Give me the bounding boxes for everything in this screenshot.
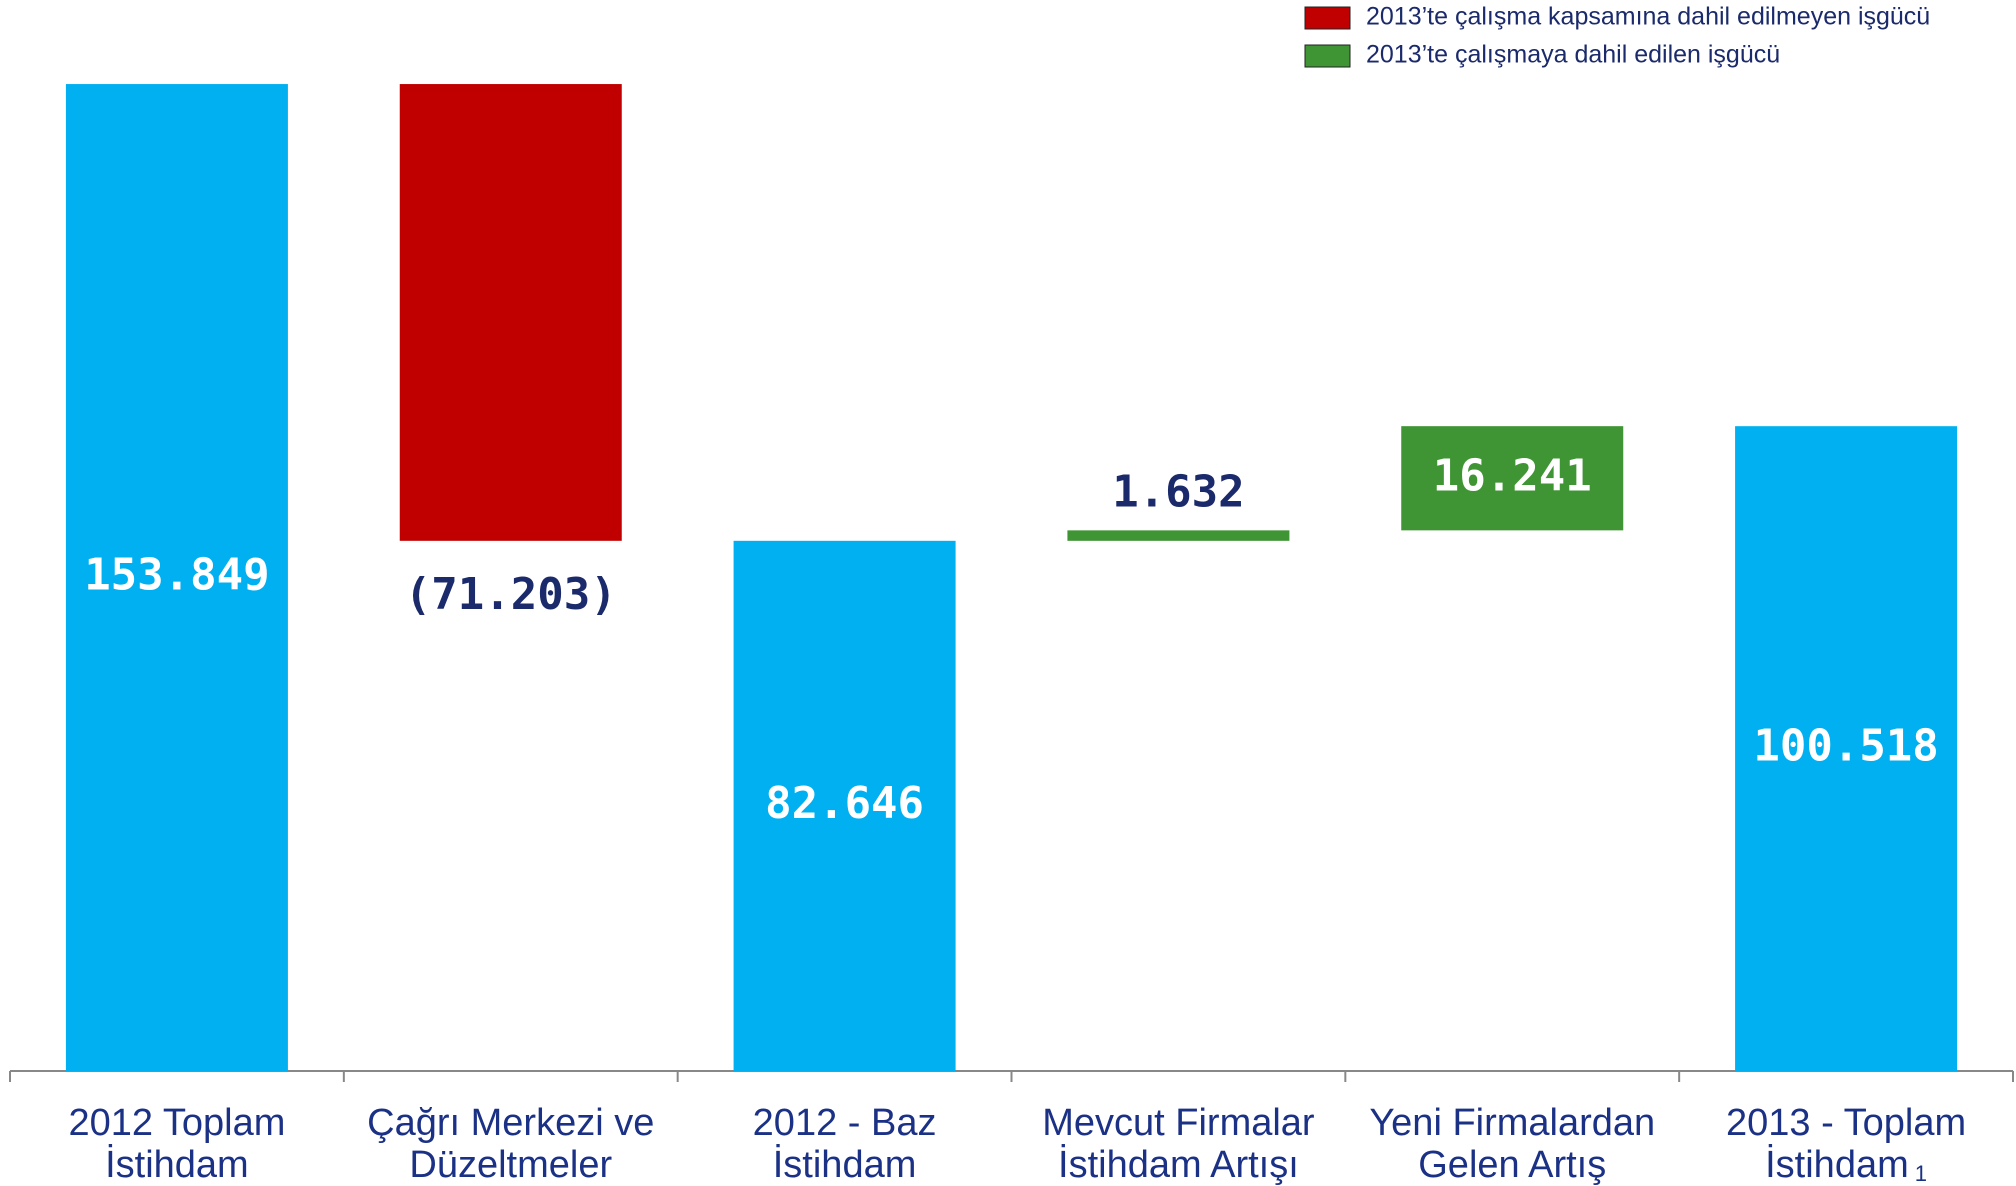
bar (1067, 530, 1290, 541)
x-tick-label: 2012 - Baz İstihdam (678, 1102, 1012, 1186)
value-label: 1.632 (1112, 466, 1244, 517)
x-tick-label: Mevcut Firmalar İstihdam Artışı (1012, 1102, 1346, 1186)
bar (733, 540, 956, 1071)
category-text: 2012 - Baz İstihdam (752, 1102, 937, 1186)
footnote-marker: 1 (1914, 1161, 1927, 1186)
category-text: 2013 - Toplam İstihdam (1726, 1102, 1967, 1186)
value-label: 82.646 (765, 778, 924, 829)
category-text: Çağrı Merkezi ve Düzeltmeler (367, 1102, 655, 1186)
value-label: (71.203) (405, 569, 617, 620)
bar (1735, 426, 1958, 1072)
bar (1401, 426, 1624, 531)
legend-swatch (1304, 6, 1351, 30)
value-label: 153.849 (84, 550, 269, 601)
x-tick-label: 2012 Toplam İstihdam (10, 1102, 344, 1186)
x-tick-label: Yeni Firmalardan Gelen Artış (1345, 1102, 1679, 1186)
bar (399, 84, 622, 541)
legend-label: 2013’te çalışma kapsamına dahil edilmeye… (1366, 3, 1930, 31)
category-text: 2012 Toplam İstihdam (68, 1102, 286, 1186)
legend-label: 2013’te çalışmaya dahil edilen işgücü (1366, 41, 1780, 69)
x-tick-label: 2013 - Toplam İstihdam 1 (1679, 1102, 2013, 1186)
x-tick-label: Çağrı Merkezi ve Düzeltmeler (344, 1102, 678, 1186)
category-text: Mevcut Firmalar İstihdam Artışı (1042, 1102, 1315, 1186)
category-text: Yeni Firmalardan Gelen Artış (1369, 1102, 1656, 1186)
value-label: 100.518 (1753, 721, 1938, 772)
value-label: 16.241 (1433, 450, 1592, 501)
legend-swatch (1304, 44, 1351, 68)
bar (65, 84, 288, 1072)
